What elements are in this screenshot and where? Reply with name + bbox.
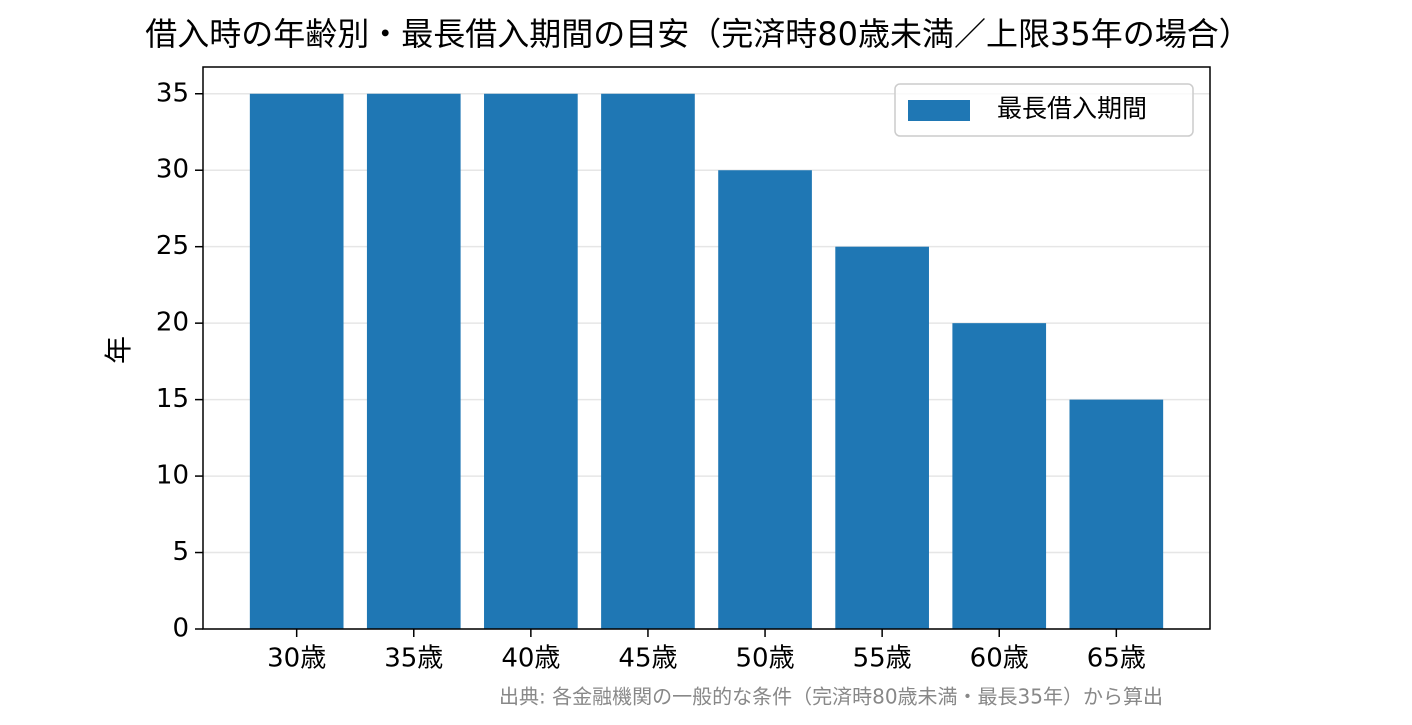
y-tick-label: 5 [172, 537, 189, 567]
x-tick-label: 65歳 [1087, 644, 1146, 674]
y-tick-label: 20 [156, 308, 189, 338]
legend-box [894, 83, 1194, 137]
x-tick-label: 60歳 [970, 644, 1029, 674]
y-axis-label: 年 [102, 336, 135, 364]
y-tick-label: 10 [156, 461, 189, 491]
bar [1069, 399, 1164, 629]
bar [718, 170, 812, 629]
x-tick-label: 45歳 [618, 644, 677, 674]
y-tick-label: 35 [156, 78, 189, 108]
bar [835, 246, 929, 629]
chart-title: 借入時の年齢別・最長借入期間の目安（完済時80歳未満／上限35年の場合） [145, 15, 1250, 53]
x-tick-label: 35歳 [384, 644, 443, 674]
bar [484, 93, 578, 629]
legend-swatch [908, 100, 970, 121]
y-tick-label: 15 [156, 384, 189, 414]
x-tick-label: 30歳 [267, 644, 326, 674]
x-tick-label: 50歳 [735, 644, 794, 674]
bar [366, 93, 461, 629]
x-tick-label: 40歳 [501, 644, 560, 674]
y-tick-label: 30 [156, 155, 189, 185]
bar [249, 93, 344, 629]
y-tick-label: 0 [172, 614, 189, 644]
bar [952, 323, 1047, 629]
y-tick-label: 25 [156, 231, 189, 261]
axes-frame [202, 66, 1211, 630]
x-tick-label: 55歳 [853, 644, 912, 674]
legend-label: 最長借入期間 [997, 94, 1147, 123]
source-note: 出典: 各金融機関の一般的な条件（完済時80歳未満・最長35年）から算出 [499, 685, 1163, 709]
bar [601, 93, 695, 629]
